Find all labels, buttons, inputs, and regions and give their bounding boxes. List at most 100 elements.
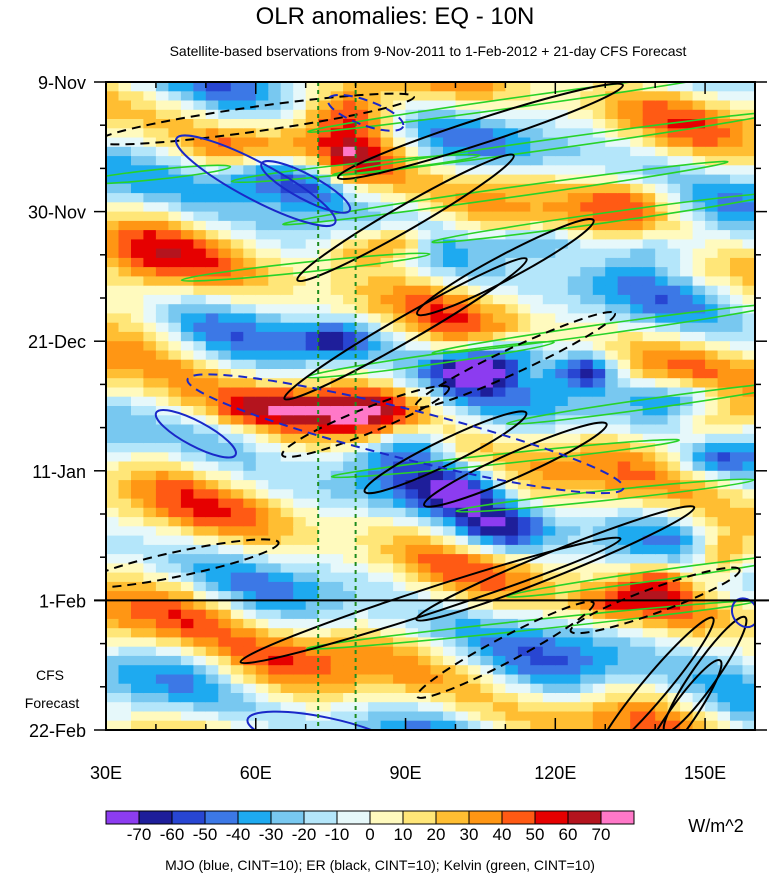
heat-cell xyxy=(692,433,706,444)
heat-cell xyxy=(355,609,369,620)
heat-cell xyxy=(430,693,444,703)
heat-cell xyxy=(530,517,544,527)
heat-cell xyxy=(330,109,344,120)
heat-cell xyxy=(355,554,369,564)
heat-cell xyxy=(630,563,644,574)
colorbar-swatch xyxy=(534,810,569,825)
heat-cell xyxy=(155,220,169,231)
heat-cell xyxy=(542,313,556,324)
olr-anomaly-field xyxy=(106,82,755,730)
heat-cell xyxy=(692,600,706,611)
heat-cell xyxy=(705,257,719,268)
heat-cell xyxy=(106,655,120,666)
heat-cell xyxy=(642,470,656,481)
heat-cell xyxy=(555,406,569,416)
colorbar-swatch xyxy=(336,810,371,825)
heat-cell xyxy=(380,544,394,555)
heat-cell xyxy=(280,618,294,629)
heat-cell xyxy=(580,665,594,676)
colorbar-swatch xyxy=(600,810,635,825)
heat-cell xyxy=(617,674,631,685)
heat-cell xyxy=(393,526,407,537)
heat-cell xyxy=(405,591,419,601)
heat-cell xyxy=(717,591,731,601)
heat-cell xyxy=(592,211,606,222)
heat-cell xyxy=(555,137,569,148)
heat-cell xyxy=(106,517,120,527)
heat-cell xyxy=(680,137,694,148)
heat-cell xyxy=(642,359,656,370)
heat-cell xyxy=(255,406,269,416)
heat-cell xyxy=(730,239,744,250)
heat-cell xyxy=(430,415,444,426)
heat-cell xyxy=(580,535,594,546)
heat-cell xyxy=(443,137,457,148)
heat-cell xyxy=(605,267,619,277)
heat-cell xyxy=(131,693,145,703)
heat-cell xyxy=(255,498,269,509)
heat-cell xyxy=(368,665,382,676)
heat-cell xyxy=(193,489,207,500)
heat-cell xyxy=(393,82,407,92)
heat-cell xyxy=(667,165,681,176)
heat-cell xyxy=(617,341,631,352)
heat-cell xyxy=(243,119,257,129)
heat-cell xyxy=(380,517,394,527)
heat-cell xyxy=(455,267,469,277)
heat-cell xyxy=(393,146,407,157)
heat-cell xyxy=(605,406,619,416)
heat-cell xyxy=(393,517,407,527)
heat-cell xyxy=(268,100,282,111)
heat-cell xyxy=(742,276,755,287)
heat-cell xyxy=(368,563,382,574)
heat-cell xyxy=(642,424,656,435)
heat-cell xyxy=(705,535,719,546)
heat-cell xyxy=(567,526,581,537)
heat-cell xyxy=(118,433,132,444)
heat-cell xyxy=(180,674,194,685)
heat-cell xyxy=(143,452,157,463)
heat-cell xyxy=(143,720,157,730)
heat-cell xyxy=(118,350,132,361)
heat-cell xyxy=(617,82,631,92)
heat-cell xyxy=(343,498,357,509)
heat-cell xyxy=(467,526,481,537)
heat-cell xyxy=(106,146,120,157)
heat-cell xyxy=(180,137,194,148)
heat-cell xyxy=(742,461,755,472)
heat-cell xyxy=(230,683,244,694)
heat-cell xyxy=(255,100,269,111)
heat-cell xyxy=(168,637,182,648)
heat-cell xyxy=(268,563,282,574)
heat-cell xyxy=(168,693,182,703)
heat-cell xyxy=(592,674,606,685)
heat-cell xyxy=(330,655,344,666)
heat-cell xyxy=(443,461,457,472)
heat-cell xyxy=(530,82,544,92)
heat-cell xyxy=(330,267,344,277)
heat-cell xyxy=(205,146,219,157)
heat-cell xyxy=(705,137,719,148)
heat-cell xyxy=(617,378,631,389)
heat-cell xyxy=(730,480,744,490)
heat-cell xyxy=(155,378,169,389)
heat-cell xyxy=(542,257,556,268)
heat-cell xyxy=(605,711,619,722)
heat-cell xyxy=(730,119,744,129)
heat-cell xyxy=(717,600,731,611)
heat-cell xyxy=(555,683,569,694)
heat-cell xyxy=(667,331,681,342)
heat-cell xyxy=(205,211,219,222)
heat-cell xyxy=(418,655,432,666)
heat-cell xyxy=(580,693,594,703)
heat-cell xyxy=(542,489,556,500)
heat-cell xyxy=(642,618,656,629)
heat-cell xyxy=(155,452,169,463)
heat-cell xyxy=(143,480,157,490)
heat-cell xyxy=(642,535,656,546)
heat-cell xyxy=(193,655,207,666)
heat-cell xyxy=(118,544,132,555)
heat-cell xyxy=(530,248,544,259)
heat-cell xyxy=(617,572,631,583)
heat-cell xyxy=(730,230,744,240)
